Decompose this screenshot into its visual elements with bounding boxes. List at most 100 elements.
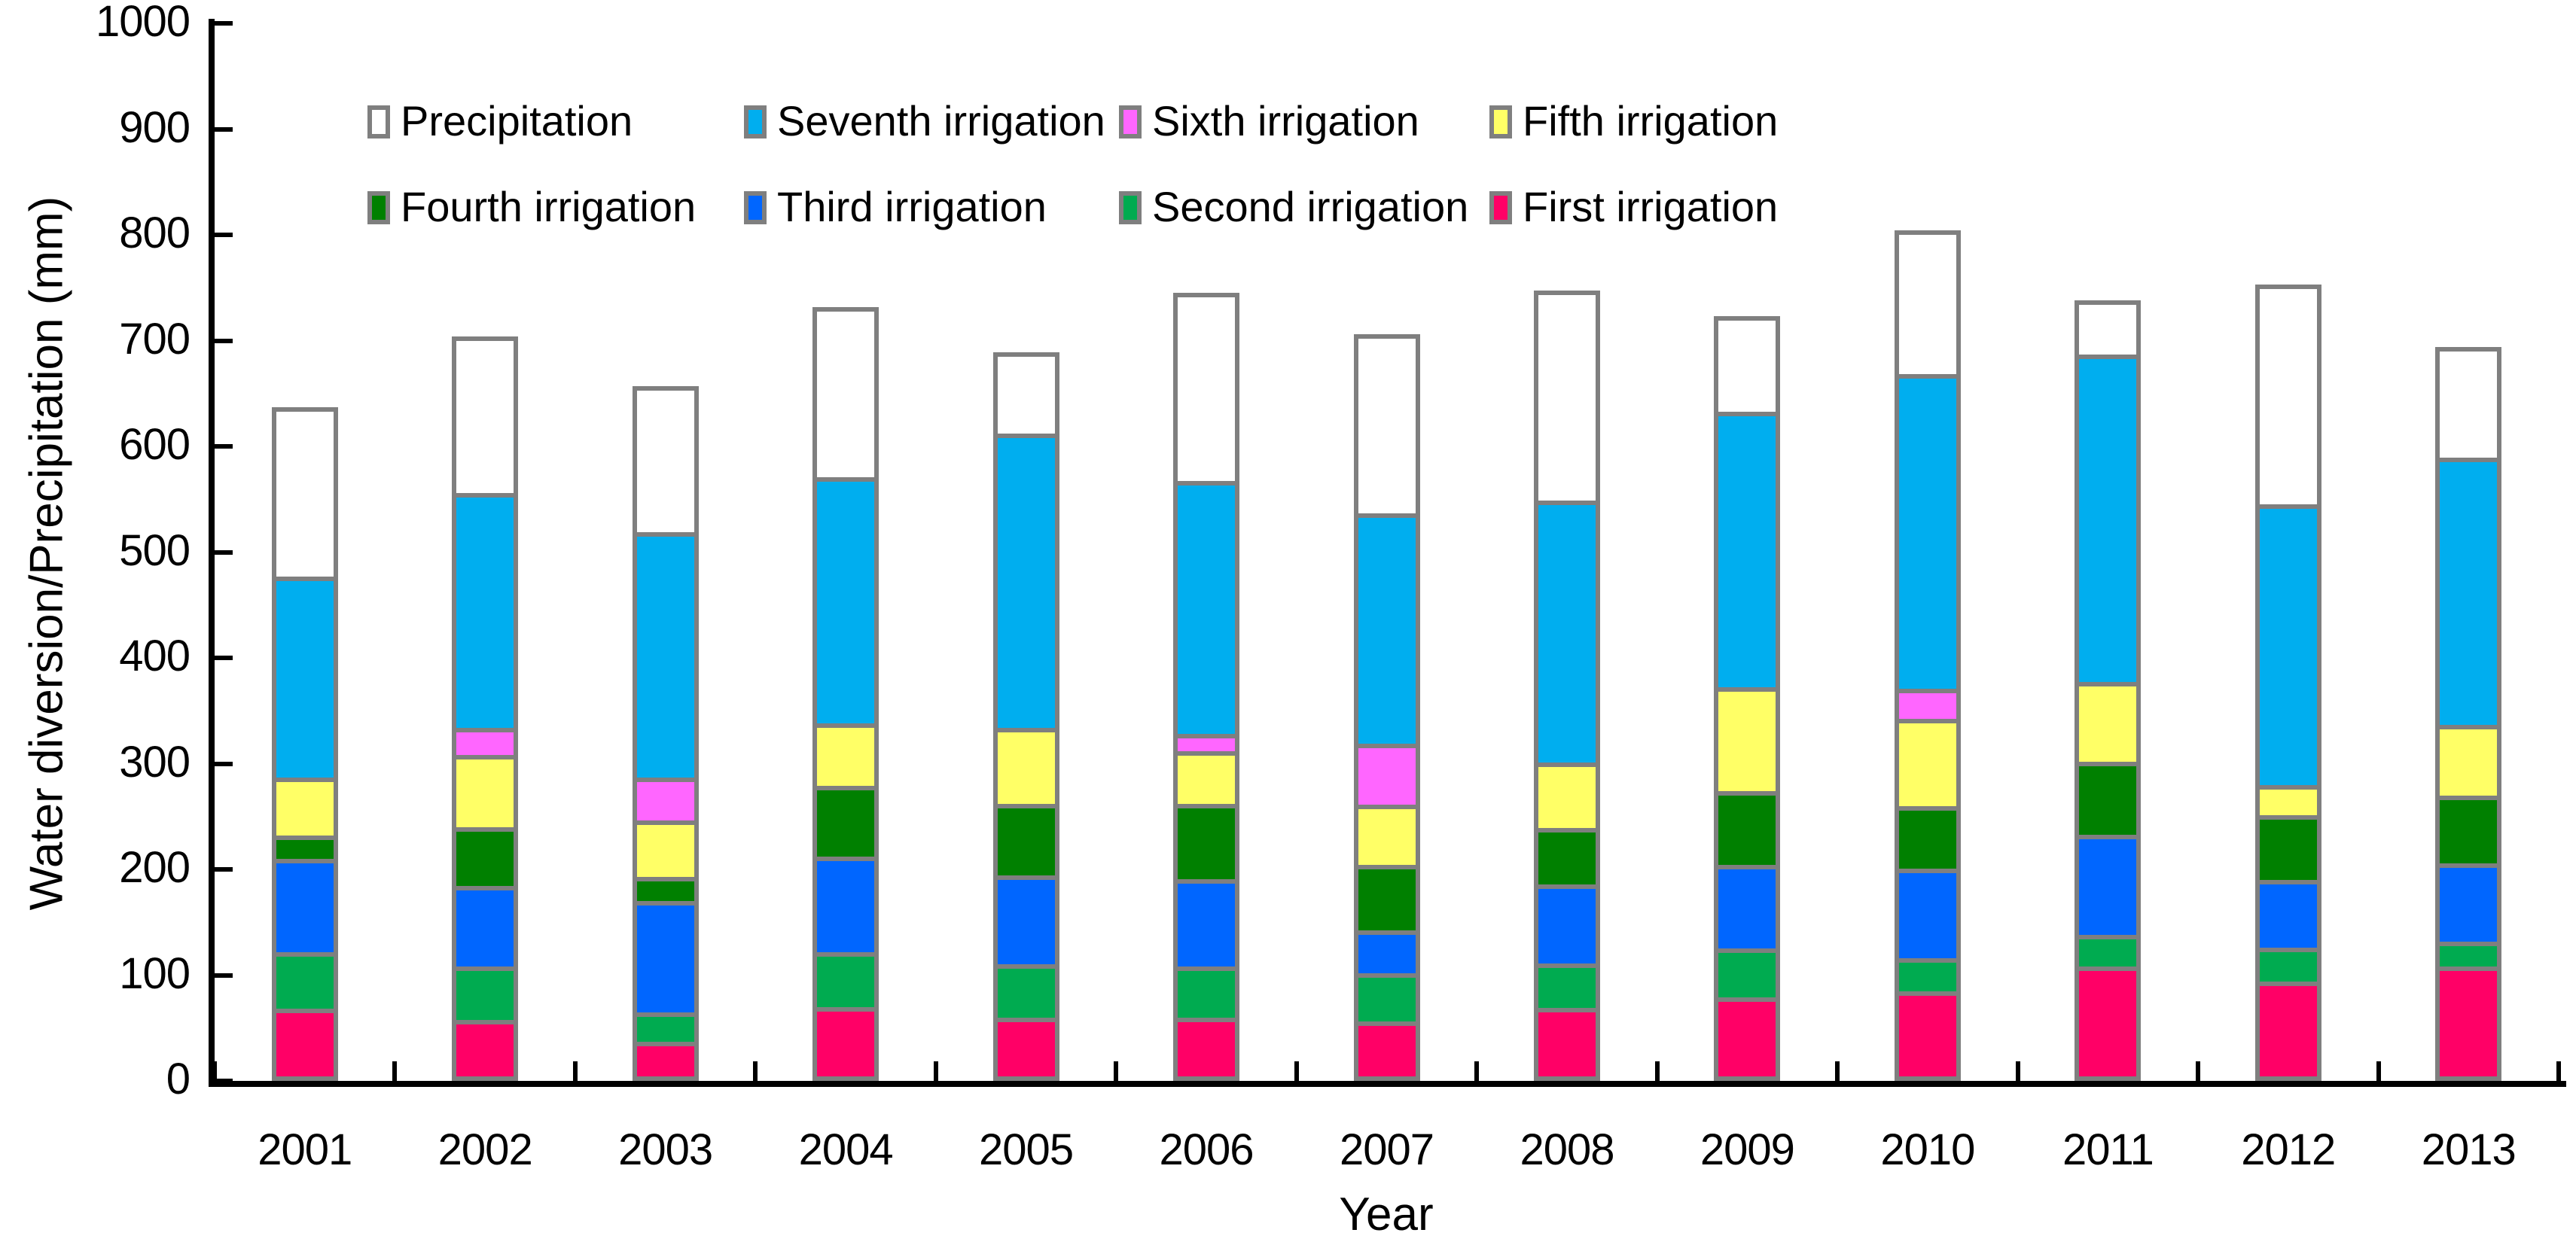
x-tick-label: 2011 bbox=[2062, 1125, 2154, 1174]
x-tick bbox=[753, 1061, 758, 1081]
x-axis-line bbox=[209, 1081, 2566, 1087]
bar-segment-seventh-irrigation bbox=[2075, 354, 2142, 687]
bar-segment-fourth-irrigation bbox=[2254, 815, 2321, 885]
bar-segment-precipitation bbox=[1714, 316, 1781, 416]
y-tick-label: 1000 bbox=[95, 0, 191, 46]
bar-segment-sixth-irrigation bbox=[1353, 743, 1420, 810]
bar-segment-third-irrigation bbox=[2075, 834, 2142, 940]
bar-segment-second-irrigation bbox=[1173, 966, 1240, 1022]
bar-segment-fourth-irrigation bbox=[452, 826, 519, 891]
bar-segment-third-irrigation bbox=[1894, 868, 1961, 963]
bar-segment-fifth-irrigation bbox=[632, 820, 699, 881]
bar-segment-second-irrigation bbox=[2254, 947, 2321, 986]
x-tick bbox=[2015, 1061, 2020, 1081]
bar-segment-seventh-irrigation bbox=[812, 476, 879, 729]
bar-segment-fourth-irrigation bbox=[1533, 828, 1600, 889]
bar-segment-second-irrigation bbox=[1353, 973, 1420, 1027]
y-tick-label: 300 bbox=[119, 737, 191, 787]
y-tick-label: 900 bbox=[119, 102, 191, 152]
bar-segment-fifth-irrigation bbox=[992, 727, 1059, 808]
bar-segment-first-irrigation bbox=[2254, 981, 2321, 1081]
bar-segment-precipitation bbox=[992, 352, 1059, 439]
x-tick-label: 2008 bbox=[1520, 1125, 1614, 1174]
bar-segment-fifth-irrigation bbox=[2254, 784, 2321, 820]
x-tick bbox=[933, 1061, 938, 1081]
legend-swatch bbox=[744, 105, 767, 138]
bar-segment-first-irrigation bbox=[1353, 1021, 1420, 1081]
bar-segment-fifth-irrigation bbox=[812, 723, 879, 790]
bar-segment-fourth-irrigation bbox=[1714, 791, 1781, 870]
bar-segment-fourth-irrigation bbox=[992, 803, 1059, 881]
bar-segment-fifth-irrigation bbox=[1353, 805, 1420, 870]
bar-segment-second-irrigation bbox=[271, 951, 338, 1014]
bar-segment-fourth-irrigation bbox=[1894, 805, 1961, 873]
x-axis-title: Year bbox=[1339, 1189, 1434, 1240]
bar-segment-sixth-irrigation bbox=[632, 777, 699, 826]
bar-segment-fifth-irrigation bbox=[1894, 719, 1961, 811]
y-tick bbox=[215, 1079, 233, 1083]
bar-segment-precipitation bbox=[1353, 334, 1420, 518]
bar-segment-second-irrigation bbox=[452, 966, 519, 1024]
bar-segment-fifth-irrigation bbox=[2075, 682, 2142, 766]
bar-segment-precipitation bbox=[1173, 293, 1240, 486]
bar-segment-fourth-irrigation bbox=[812, 786, 879, 862]
bar-segment-fifth-irrigation bbox=[271, 777, 338, 841]
bar-segment-third-irrigation bbox=[1353, 930, 1420, 978]
bar-segment-second-irrigation bbox=[812, 951, 879, 1012]
legend-label: Third irrigation bbox=[777, 183, 1047, 230]
bar-segment-fourth-irrigation bbox=[2435, 795, 2502, 868]
bar-segment-fourth-irrigation bbox=[2075, 761, 2142, 839]
bar-segment-first-irrigation bbox=[1894, 991, 1961, 1081]
y-axis-line bbox=[209, 19, 215, 1087]
bar-segment-seventh-irrigation bbox=[1173, 481, 1240, 739]
bar-segment-third-irrigation bbox=[812, 857, 879, 957]
bar-segment-first-irrigation bbox=[1533, 1008, 1600, 1081]
bar-segment-second-irrigation bbox=[992, 964, 1059, 1022]
bar-segment-seventh-irrigation bbox=[1533, 500, 1600, 768]
legend-swatch bbox=[1489, 105, 1512, 138]
x-tick-label: 2009 bbox=[1700, 1125, 1795, 1174]
bar-segment-first-irrigation bbox=[271, 1009, 338, 1081]
x-tick-label: 2005 bbox=[979, 1125, 1074, 1174]
y-tick-label: 200 bbox=[119, 842, 191, 892]
legend-label: Second irrigation bbox=[1152, 183, 1469, 230]
bar-segment-fifth-irrigation bbox=[2435, 724, 2502, 800]
bar-segment-first-irrigation bbox=[1714, 997, 1781, 1081]
legend-label: First irrigation bbox=[1523, 183, 1779, 230]
x-tick bbox=[1294, 1061, 1299, 1081]
bar-segment-precipitation bbox=[2254, 285, 2321, 510]
legend-label: Fourth irrigation bbox=[401, 183, 697, 230]
bar-segment-first-irrigation bbox=[2435, 966, 2502, 1081]
y-tick-label: 0 bbox=[166, 1054, 191, 1103]
bar-segment-second-irrigation bbox=[1714, 948, 1781, 1002]
y-tick-label: 600 bbox=[119, 419, 191, 469]
legend-swatch bbox=[1119, 105, 1142, 138]
bar-segment-seventh-irrigation bbox=[271, 576, 338, 782]
bar-segment-seventh-irrigation bbox=[1353, 513, 1420, 748]
legend-swatch bbox=[1489, 191, 1512, 224]
bar-segment-seventh-irrigation bbox=[452, 492, 519, 732]
bar-segment-fourth-irrigation bbox=[1353, 865, 1420, 936]
bar-segment-sixth-irrigation bbox=[452, 727, 519, 760]
bar-segment-seventh-irrigation bbox=[2254, 504, 2321, 790]
bar-segment-third-irrigation bbox=[2435, 863, 2502, 946]
x-tick-label: 2012 bbox=[2241, 1125, 2336, 1174]
y-tick-label: 400 bbox=[119, 631, 191, 680]
bar-segment-second-irrigation bbox=[1533, 963, 1600, 1013]
bar-segment-first-irrigation bbox=[452, 1019, 519, 1081]
legend-swatch bbox=[1119, 191, 1142, 224]
bar-segment-seventh-irrigation bbox=[1714, 411, 1781, 692]
bar-segment-fifth-irrigation bbox=[452, 755, 519, 832]
legend-swatch bbox=[744, 191, 767, 224]
x-tick bbox=[392, 1061, 398, 1081]
legend-label: Seventh irrigation bbox=[777, 97, 1105, 145]
bar-segment-first-irrigation bbox=[812, 1006, 879, 1081]
x-tick bbox=[212, 1061, 217, 1081]
bar-segment-fifth-irrigation bbox=[1533, 762, 1600, 833]
x-tick bbox=[1654, 1061, 1660, 1081]
bar-segment-seventh-irrigation bbox=[992, 434, 1059, 732]
x-tick bbox=[2196, 1061, 2201, 1081]
legend-label: Sixth irrigation bbox=[1152, 97, 1419, 145]
bar-segment-third-irrigation bbox=[992, 875, 1059, 969]
